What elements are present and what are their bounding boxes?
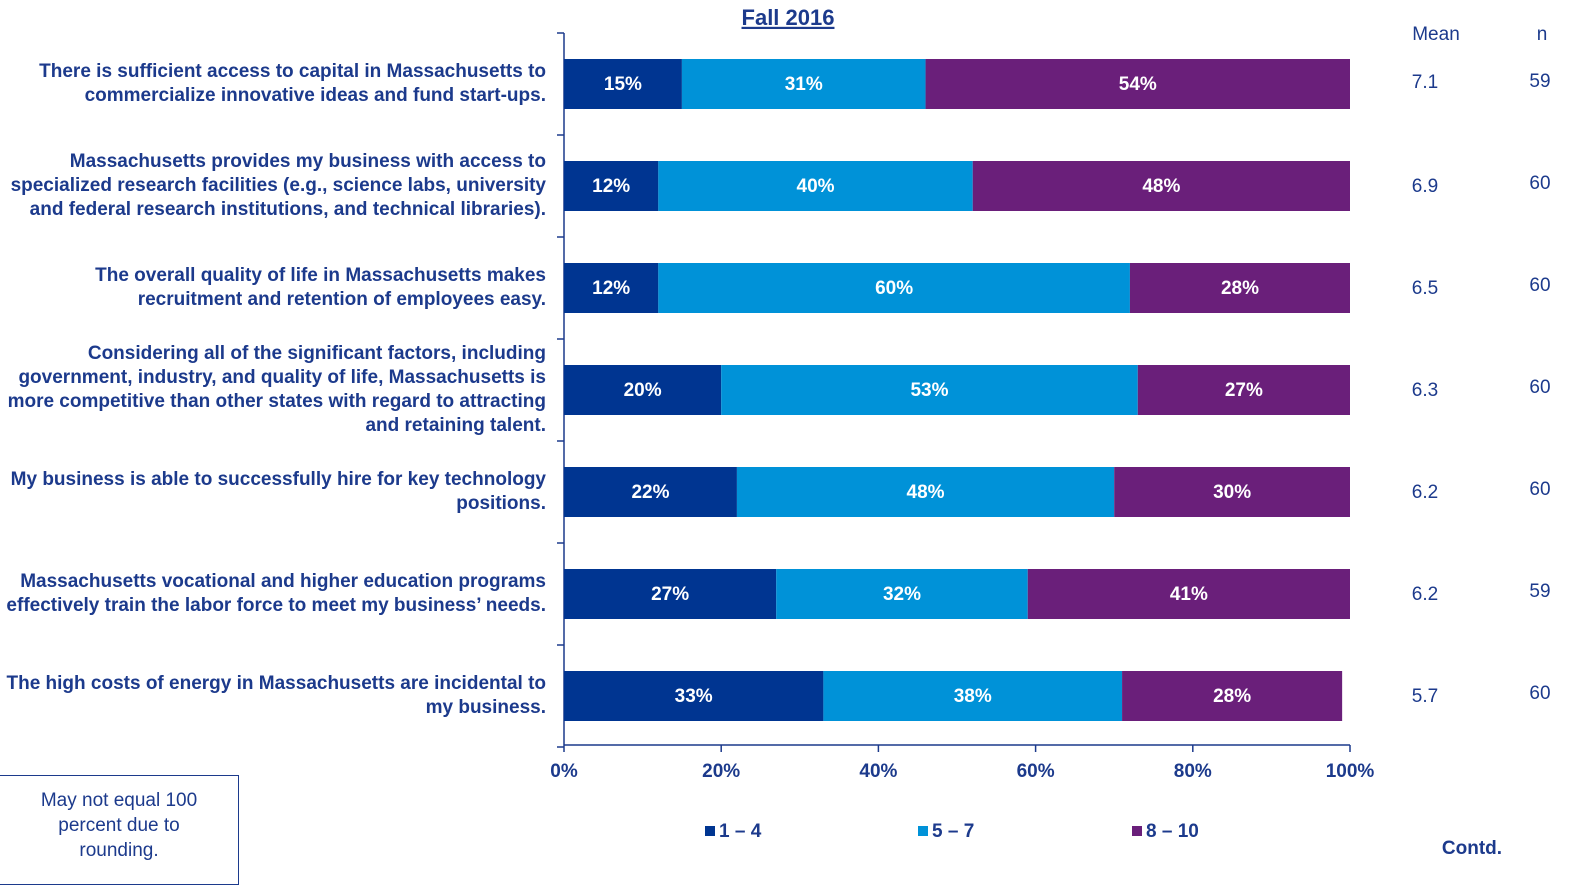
mean-header: Mean <box>1412 24 1460 45</box>
bar-segment <box>564 59 682 109</box>
category-label: The high costs of energy in Massachusett… <box>6 673 546 718</box>
data-label: 48% <box>1142 176 1180 197</box>
bar-segment <box>564 569 777 619</box>
x-tick-label: 20% <box>702 761 740 782</box>
data-label: 33% <box>675 686 713 707</box>
bar-segment <box>823 671 1123 721</box>
bar-segment <box>776 569 1028 619</box>
legend-label: 5 – 7 <box>932 821 974 842</box>
n-value: 59 <box>1529 581 1550 602</box>
category-label: The overall quality of life in Massachus… <box>95 265 546 310</box>
bar-segment <box>564 263 659 313</box>
mean-value: 5.7 <box>1412 686 1438 707</box>
data-label: 54% <box>1119 74 1157 95</box>
data-label: 31% <box>785 74 823 95</box>
bar-segment <box>658 161 973 211</box>
legend-label: 1 – 4 <box>719 821 762 842</box>
legend-label: 8 – 10 <box>1146 821 1199 842</box>
bar-segment <box>658 263 1130 313</box>
legend-swatch <box>918 826 928 836</box>
n-value: 60 <box>1529 275 1550 296</box>
category-label: My business is able to successfully hire… <box>10 469 546 514</box>
legend-swatch <box>1132 826 1142 836</box>
bar-segment <box>1129 263 1350 313</box>
n-value: 60 <box>1529 479 1550 500</box>
category-label: Massachusetts vocational and higher educ… <box>6 571 546 616</box>
bar-segment <box>721 365 1138 415</box>
bar-segment <box>925 59 1350 109</box>
data-label: 12% <box>592 176 630 197</box>
category-label: Massachusetts provides my business with … <box>10 151 546 220</box>
data-label: 38% <box>954 686 992 707</box>
x-tick-label: 40% <box>859 761 897 782</box>
data-label: 32% <box>883 584 921 605</box>
data-label: 27% <box>651 584 689 605</box>
mean-value: 6.5 <box>1412 278 1438 299</box>
n-value: 60 <box>1529 173 1550 194</box>
data-label: 20% <box>624 380 662 401</box>
legend-swatch <box>705 826 715 836</box>
mean-value: 6.2 <box>1412 482 1438 503</box>
mean-value: 6.3 <box>1412 380 1438 401</box>
mean-value: 7.1 <box>1412 72 1438 93</box>
data-label: 28% <box>1221 278 1259 299</box>
mean-value: 6.2 <box>1412 584 1438 605</box>
x-tick-label: 0% <box>550 761 578 782</box>
data-label: 30% <box>1213 482 1251 503</box>
x-tick-label: 100% <box>1326 761 1375 782</box>
n-value: 60 <box>1529 683 1550 704</box>
bar-segment <box>1122 671 1343 721</box>
note: May not equal 100 percent due to roundin… <box>0 775 239 885</box>
mean-value: 6.9 <box>1412 176 1438 197</box>
n-value: 59 <box>1529 71 1550 92</box>
data-label: 41% <box>1170 584 1208 605</box>
data-label: 48% <box>907 482 945 503</box>
bar-segment <box>564 365 722 415</box>
bar-segment <box>736 467 1115 517</box>
bar-segment <box>564 467 737 517</box>
n-header: n <box>1537 24 1548 45</box>
category-label: Considering all of the significant facto… <box>7 343 546 436</box>
x-tick-label: 60% <box>1017 761 1055 782</box>
bar-segment <box>564 161 659 211</box>
data-label: 40% <box>797 176 835 197</box>
data-label: 12% <box>592 278 630 299</box>
data-label: 22% <box>631 482 669 503</box>
bar-segment <box>1027 569 1350 619</box>
bar-segment <box>972 161 1350 211</box>
footer: Contd. <box>1442 838 1502 859</box>
bar-segment <box>1137 365 1350 415</box>
n-value: 60 <box>1529 377 1550 398</box>
data-label: 28% <box>1213 686 1251 707</box>
data-label: 15% <box>604 74 642 95</box>
bar-segment <box>1114 467 1350 517</box>
chart-title: Fall 2016 <box>742 5 835 30</box>
x-tick-label: 80% <box>1174 761 1212 782</box>
category-label: There is sufficient access to capital in… <box>39 61 546 106</box>
data-label: 60% <box>875 278 913 299</box>
data-label: 53% <box>910 380 948 401</box>
bar-segment <box>564 671 824 721</box>
bar-segment <box>681 59 926 109</box>
data-label: 27% <box>1225 380 1263 401</box>
